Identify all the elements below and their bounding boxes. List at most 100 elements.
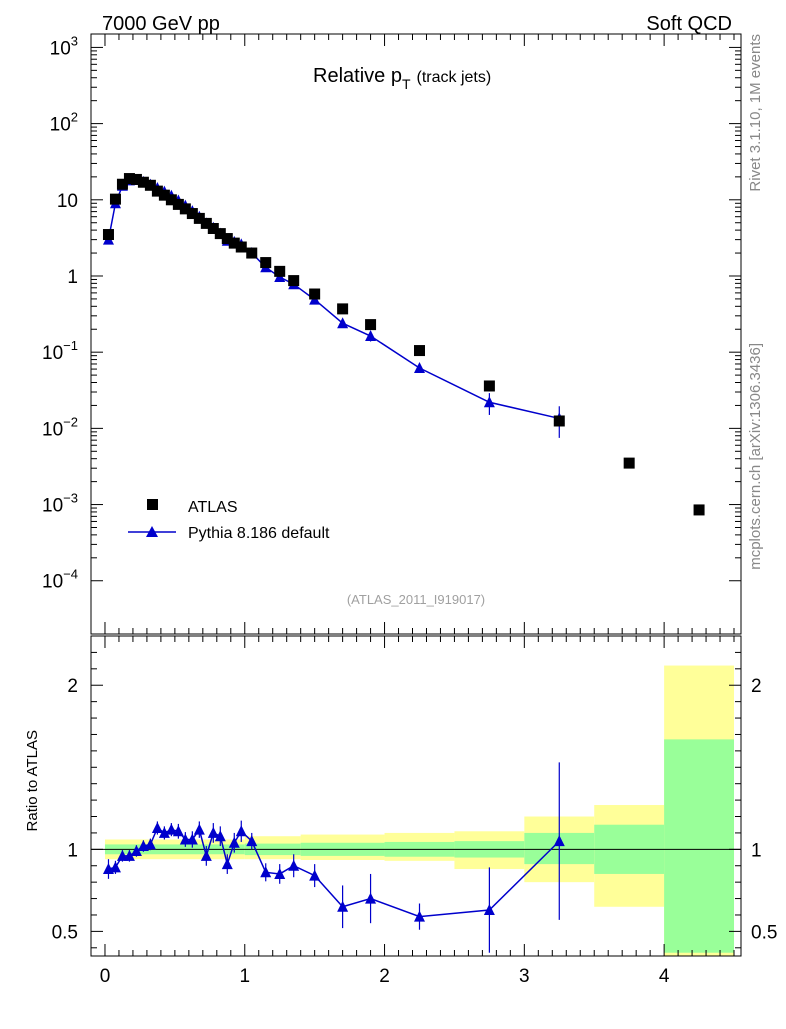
ratio-point xyxy=(193,823,205,835)
header-left: 7000 GeV pp xyxy=(102,13,220,35)
main-y-tick-label: 10−2 xyxy=(42,414,78,440)
atlas-point xyxy=(246,247,258,259)
side-label-rivet: Rivet 3.1.10, 1M events xyxy=(747,34,764,192)
ratio-point xyxy=(309,869,321,881)
main-y-tick-label: 1 xyxy=(67,267,78,288)
ratio-y-tick-labels: 0.5 0.5 1 1 2 2 xyxy=(52,676,778,943)
atlas-point xyxy=(413,345,425,357)
atlas-point xyxy=(337,303,349,315)
ratio-y-tick-label-right: 0.5 xyxy=(751,922,777,943)
main-y-tick-base: 10 xyxy=(42,343,63,364)
plot-title-main: Relative p xyxy=(313,65,402,87)
ratio-point xyxy=(221,858,233,870)
ratio-x-tick-label: 3 xyxy=(519,966,530,987)
ratio-x-tick-label: 2 xyxy=(379,966,390,987)
legend-pythia-marker xyxy=(146,526,158,537)
main-y-tick-label: 10−3 xyxy=(42,491,78,517)
atlas-point xyxy=(260,257,272,269)
main-y-tick-base: 10 xyxy=(42,496,63,517)
atlas-point xyxy=(693,504,705,516)
atlas-point xyxy=(483,380,495,392)
ratio-x-tick-label: 4 xyxy=(659,966,670,987)
ratio-point xyxy=(123,849,135,861)
ratio-point xyxy=(200,849,212,861)
main-y-tick-base: 10 xyxy=(42,419,63,440)
ratio-y-tick-label-left: 0.5 xyxy=(52,922,78,943)
ratio-point xyxy=(288,859,300,871)
atlas-point xyxy=(186,208,198,220)
atlas-series-points xyxy=(102,173,705,516)
ratio-band-inner xyxy=(664,739,735,953)
atlas-point xyxy=(228,237,240,249)
main-y-tick-label: 103 xyxy=(50,33,78,59)
main-axis-ticks xyxy=(90,34,741,634)
ratio-point xyxy=(151,822,163,833)
ratio-plot-panel: 0.5 0.5 1 1 2 2 0 1 2 3 4 Ratio to ATLAS xyxy=(24,635,778,987)
atlas-point xyxy=(288,275,300,287)
side-label-mcplots: mcplots.cern.ch [arXiv:1306.3436] xyxy=(747,343,764,570)
ratio-point xyxy=(246,835,258,847)
main-y-tick-base: 10 xyxy=(50,115,71,136)
ratio-point xyxy=(144,838,156,850)
pythia-point xyxy=(413,361,425,373)
analysis-watermark: (ATLAS_2011_I919017) xyxy=(347,592,485,607)
atlas-point xyxy=(137,176,149,188)
main-y-tick-base: 10 xyxy=(50,38,71,59)
atlas-point xyxy=(165,194,177,206)
ratio-x-tick-labels: 0 1 2 3 4 xyxy=(100,966,670,987)
ratio-point xyxy=(553,835,565,847)
legend-pythia-label: Pythia 8.186 default xyxy=(188,525,330,542)
ratio-point xyxy=(260,866,272,878)
legend-atlas-marker xyxy=(147,499,158,510)
atlas-point xyxy=(200,217,212,229)
ratio-y-tick-label-left: 1 xyxy=(67,840,78,861)
ratio-point xyxy=(179,833,191,845)
pythia-point xyxy=(483,396,495,408)
atlas-point xyxy=(116,178,128,190)
ratio-point xyxy=(130,844,142,856)
plot-title-suffix: (track jets) xyxy=(417,69,492,86)
pythia-point xyxy=(365,330,377,342)
ratio-point xyxy=(413,910,425,922)
ratio-point xyxy=(207,826,219,838)
ratio-y-tick-label-right: 2 xyxy=(751,676,762,697)
atlas-point xyxy=(221,233,233,245)
main-y-tick-exponent: −2 xyxy=(63,414,78,429)
main-y-tick-exponent: 3 xyxy=(71,33,78,48)
ratio-y-axis-label: Ratio to ATLAS xyxy=(24,730,41,831)
main-y-tick-exponent: −1 xyxy=(63,338,78,353)
main-y-tick-exponent: −3 xyxy=(63,491,78,506)
pythia-point xyxy=(337,317,349,329)
ratio-point xyxy=(172,825,184,837)
ratio-point xyxy=(235,825,247,837)
main-plot-frame xyxy=(90,33,742,635)
ratio-point xyxy=(214,830,226,842)
ratio-axis-ticks xyxy=(90,636,741,956)
header-right: Soft QCD xyxy=(646,13,732,35)
main-y-tick-exponent: −4 xyxy=(63,567,78,582)
atlas-point xyxy=(158,189,170,201)
atlas-point xyxy=(109,193,121,205)
atlas-point xyxy=(214,228,226,240)
main-y-tick-label: 10−1 xyxy=(42,338,78,364)
main-y-tick-label: 10−4 xyxy=(42,567,78,593)
ratio-point xyxy=(158,826,170,838)
atlas-point xyxy=(172,198,184,210)
atlas-point xyxy=(151,185,163,197)
plot-title: Relative pT (track jets) xyxy=(313,65,491,92)
atlas-point xyxy=(179,203,191,215)
atlas-point xyxy=(123,173,135,185)
ratio-plot-frame xyxy=(90,635,742,957)
ratio-point xyxy=(228,836,240,848)
main-y-tick-base: 10 xyxy=(42,572,63,593)
atlas-point xyxy=(553,415,565,427)
atlas-point xyxy=(309,288,321,300)
atlas-point xyxy=(207,223,219,235)
legend-atlas-label: ATLAS xyxy=(188,499,238,516)
atlas-point xyxy=(365,319,377,331)
atlas-point xyxy=(102,229,114,241)
ratio-point xyxy=(116,849,128,861)
